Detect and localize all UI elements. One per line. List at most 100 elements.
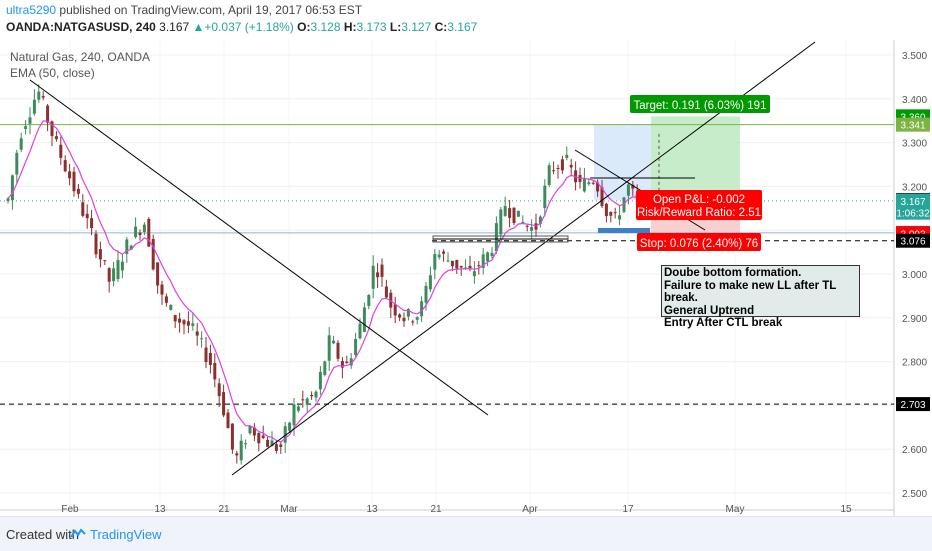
time-tick-label: May xyxy=(726,504,745,515)
candle-body xyxy=(380,264,384,277)
price-change: +0.037 (+1.18%) xyxy=(204,20,294,34)
candle-body xyxy=(402,317,406,322)
low-value: 3.127 xyxy=(401,20,432,34)
time-axis[interactable]: Feb 13 21 Mar 13 21 Apr 17 May 15 xyxy=(61,504,852,515)
candle-body xyxy=(371,265,375,289)
candle-body xyxy=(582,178,586,192)
price-tick-label: 3.500 xyxy=(902,51,927,62)
candle-body xyxy=(169,304,173,310)
target-zone[interactable] xyxy=(651,116,740,200)
candle-body xyxy=(142,224,146,233)
time-tick-label: 21 xyxy=(218,504,230,515)
price-tick-label: 3.300 xyxy=(902,139,927,150)
candle-body xyxy=(626,184,630,196)
candle-body xyxy=(178,318,182,323)
candle-body xyxy=(186,321,190,326)
price-badge xyxy=(896,117,930,132)
candle-body xyxy=(37,91,41,100)
uptrend-line[interactable] xyxy=(231,41,816,476)
candle-body xyxy=(134,226,138,238)
price-tick-label: 2.500 xyxy=(902,489,927,500)
candle-body xyxy=(450,260,454,267)
tradingview-logo-icon xyxy=(70,528,86,538)
note-line: Doube bottom formation. xyxy=(664,267,802,279)
candle-body xyxy=(24,126,28,130)
candle-body xyxy=(384,286,388,298)
candle-body xyxy=(411,321,415,323)
price-badge xyxy=(896,397,930,412)
candle-body xyxy=(72,171,76,192)
candle-body xyxy=(622,197,626,212)
candle-body xyxy=(340,360,344,368)
candle-body xyxy=(516,210,520,217)
tradingview-brand-link[interactable]: TradingView xyxy=(90,527,162,542)
candle-body xyxy=(318,371,322,390)
candle-body xyxy=(354,339,358,356)
candle-body xyxy=(367,295,371,306)
candle-body xyxy=(19,138,23,150)
candle-body xyxy=(477,265,481,267)
candle-body xyxy=(428,275,432,290)
candle-body xyxy=(604,203,608,217)
candle-body xyxy=(538,216,542,224)
neckline-box[interactable] xyxy=(432,235,569,243)
candle-body xyxy=(332,340,336,344)
candle-body xyxy=(270,440,274,447)
candle-body xyxy=(336,342,340,359)
price-badge-label: 3.076 xyxy=(900,237,925,248)
candle-body xyxy=(446,260,450,262)
price-badge-label: 2.703 xyxy=(900,400,925,411)
candle-body xyxy=(530,227,534,231)
candle-body xyxy=(543,185,547,209)
price-badge-label: 3.341 xyxy=(900,121,925,132)
candle-body xyxy=(323,361,327,375)
target-label-bg[interactable] xyxy=(630,95,770,113)
pnl-box[interactable] xyxy=(636,190,762,220)
candle-body xyxy=(54,136,58,140)
entry-marker[interactable] xyxy=(598,228,650,233)
candle-body xyxy=(147,218,151,247)
ema-legend[interactable]: EMA (50, close) xyxy=(10,66,95,80)
author-link[interactable]: ultra5290 xyxy=(6,3,57,17)
ema-line xyxy=(7,120,647,443)
candle-body xyxy=(103,260,107,262)
candle-body xyxy=(138,232,142,236)
candle-body xyxy=(107,268,111,282)
candle-body xyxy=(182,320,186,325)
candle-body xyxy=(455,259,459,269)
candle-body xyxy=(222,392,226,416)
candle-body xyxy=(503,205,507,216)
candle-body xyxy=(156,262,160,286)
candle-body xyxy=(244,443,248,445)
candle-body xyxy=(424,285,428,303)
price-badge xyxy=(896,233,930,248)
footer-bar: Created with TradingView xyxy=(0,516,932,551)
candle-body xyxy=(596,182,600,192)
candle-body xyxy=(6,198,10,201)
candle-body xyxy=(98,249,102,260)
price-tick-label: 3.200 xyxy=(902,182,927,193)
publish-info: published on TradingView.com, April 19, … xyxy=(59,3,363,17)
candle-body xyxy=(129,245,133,250)
candle-body xyxy=(230,423,234,450)
candle-body xyxy=(59,144,63,158)
candle-body xyxy=(85,213,89,219)
candle-body xyxy=(486,252,490,262)
analysis-note: Doube bottom formation. Failure to make … xyxy=(661,265,860,329)
symbol-label[interactable]: OANDA:NATGASUSD, 240 xyxy=(6,20,156,34)
candle-body xyxy=(362,307,366,333)
stop-label[interactable]: Stop: 0.076 (2.40%) 76 xyxy=(640,238,758,250)
candle-body xyxy=(10,175,14,201)
candle-body xyxy=(288,422,292,431)
candle-body xyxy=(305,398,309,405)
high-label: H: xyxy=(343,20,357,34)
candle-body xyxy=(81,202,85,216)
price-axis[interactable]: 3.5003.4003.3003.2003.1003.0002.9002.800… xyxy=(896,51,930,500)
last-price: 3.167 xyxy=(159,20,190,34)
target-label[interactable]: Target: 0.191 (6.03%) 191 xyxy=(634,100,767,112)
time-tick-label: Apr xyxy=(522,504,538,515)
downtrend-line[interactable] xyxy=(29,79,489,416)
stop-label-bg[interactable] xyxy=(637,233,761,251)
candle-body xyxy=(112,268,116,282)
candle-body xyxy=(116,260,120,279)
